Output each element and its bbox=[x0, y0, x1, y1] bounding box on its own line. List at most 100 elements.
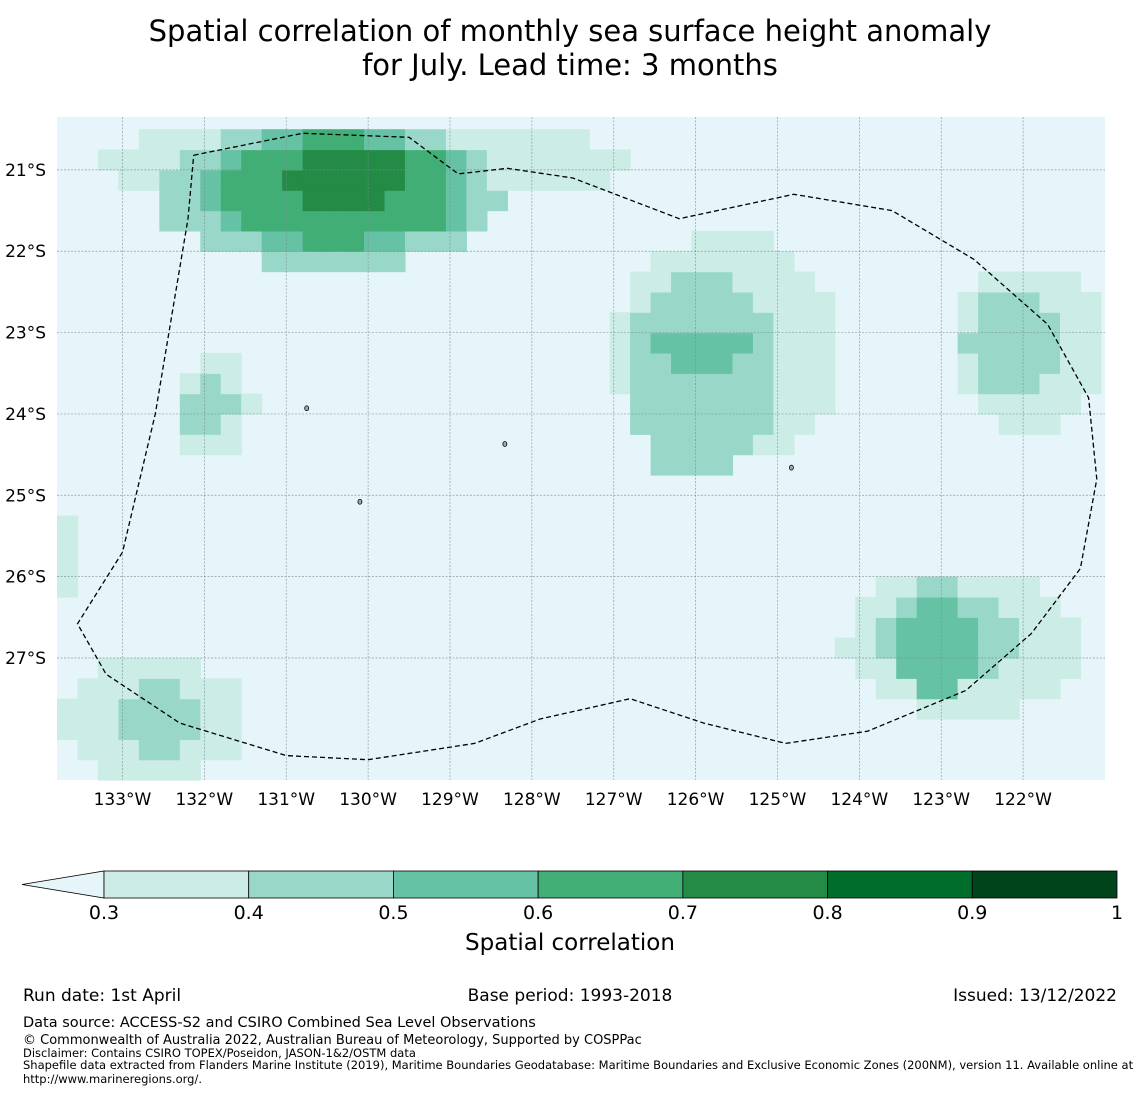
correlation-cell bbox=[179, 434, 201, 456]
correlation-cell bbox=[138, 129, 160, 151]
correlation-cell bbox=[650, 393, 672, 415]
correlation-cell bbox=[1019, 312, 1041, 334]
correlation-cell bbox=[1019, 291, 1041, 313]
correlation-cell bbox=[527, 149, 549, 171]
correlation-cell bbox=[343, 251, 365, 273]
longitude-tick-label: 129°W bbox=[421, 790, 479, 810]
correlation-cell bbox=[691, 332, 713, 354]
correlation-cell bbox=[793, 352, 815, 374]
correlation-cell bbox=[179, 190, 201, 212]
correlation-cell bbox=[834, 637, 856, 659]
correlation-cell bbox=[814, 332, 836, 354]
correlation-cell bbox=[159, 190, 181, 212]
correlation-cell bbox=[220, 393, 242, 415]
correlation-cell bbox=[793, 332, 815, 354]
correlation-cell bbox=[220, 718, 242, 740]
correlation-cell bbox=[752, 352, 775, 374]
issued-date: Issued: 13/12/2022 bbox=[953, 986, 1117, 1006]
correlation-cell bbox=[568, 149, 590, 171]
correlation-cell bbox=[691, 434, 713, 456]
correlation-cell bbox=[466, 129, 488, 151]
correlation-cell bbox=[630, 271, 652, 293]
correlation-cell bbox=[998, 312, 1020, 334]
correlation-cell bbox=[1039, 393, 1061, 415]
correlation-cell bbox=[978, 373, 1000, 395]
correlation-cell bbox=[978, 678, 1000, 700]
correlation-cell bbox=[1080, 373, 1102, 395]
correlation-cell bbox=[364, 129, 386, 151]
correlation-cell bbox=[589, 149, 611, 171]
correlation-cell bbox=[1019, 576, 1041, 598]
correlation-cell bbox=[957, 576, 979, 598]
correlation-cell bbox=[957, 698, 979, 720]
correlation-cell bbox=[200, 373, 222, 395]
correlation-cell bbox=[937, 617, 959, 639]
correlation-cell bbox=[302, 190, 324, 212]
correlation-cell bbox=[179, 393, 201, 415]
correlation-cell bbox=[527, 169, 549, 191]
colorbar-tick-label: 0.5 bbox=[378, 902, 409, 924]
correlation-cell bbox=[609, 373, 631, 395]
correlation-cell bbox=[384, 129, 406, 151]
correlation-cell bbox=[384, 251, 406, 273]
colorbar bbox=[21, 870, 1118, 899]
correlation-cell bbox=[650, 373, 672, 395]
correlation-cell bbox=[609, 312, 631, 334]
correlation-cell bbox=[937, 576, 959, 598]
correlation-cell bbox=[671, 271, 693, 293]
correlation-cell bbox=[978, 393, 1000, 415]
correlation-cell bbox=[200, 739, 222, 761]
correlation-cell bbox=[507, 149, 529, 171]
correlation-cell bbox=[896, 617, 918, 639]
correlation-cell bbox=[159, 698, 181, 720]
colorbar-segment bbox=[537, 870, 684, 899]
longitude-tick-label: 130°W bbox=[339, 790, 397, 810]
correlation-cell bbox=[220, 739, 242, 761]
correlation-cell bbox=[282, 210, 304, 232]
correlation-cell bbox=[978, 576, 1000, 598]
correlation-cell bbox=[548, 149, 570, 171]
colorbar-tick-label: 0.8 bbox=[812, 902, 843, 924]
correlation-cell bbox=[650, 332, 672, 354]
correlation-cell bbox=[466, 190, 488, 212]
correlation-cell bbox=[323, 190, 345, 212]
correlation-cell bbox=[896, 657, 918, 679]
correlation-cell bbox=[691, 271, 713, 293]
correlation-cell bbox=[77, 698, 99, 720]
correlation-cell bbox=[712, 393, 734, 415]
correlation-cell bbox=[486, 190, 508, 212]
correlation-cell bbox=[814, 312, 836, 334]
correlation-cell bbox=[220, 149, 242, 171]
correlation-cell bbox=[732, 352, 754, 374]
correlation-cell bbox=[200, 434, 222, 456]
correlation-cell bbox=[712, 413, 734, 435]
correlation-cell bbox=[159, 169, 181, 191]
correlation-cell bbox=[752, 230, 775, 252]
longitude-tick-label: 122°W bbox=[994, 790, 1052, 810]
correlation-cell bbox=[691, 373, 713, 395]
longitude-tick-label: 127°W bbox=[585, 790, 643, 810]
correlation-cell bbox=[118, 657, 140, 679]
correlation-cell bbox=[404, 230, 427, 252]
correlation-cell bbox=[609, 352, 631, 374]
correlation-cell bbox=[978, 291, 1000, 313]
correlation-cell bbox=[896, 678, 918, 700]
correlation-cell bbox=[998, 617, 1020, 639]
correlation-cell bbox=[814, 393, 836, 415]
colorbar-tick-label: 0.7 bbox=[667, 902, 698, 924]
correlation-cell bbox=[200, 149, 222, 171]
correlation-cell bbox=[118, 698, 140, 720]
correlation-cell bbox=[937, 698, 959, 720]
correlation-cell bbox=[200, 210, 222, 232]
correlation-cell bbox=[650, 251, 672, 273]
colorbar-segment bbox=[971, 870, 1118, 899]
correlation-cell bbox=[957, 373, 979, 395]
correlation-cell bbox=[323, 230, 345, 252]
correlation-cell bbox=[200, 190, 222, 212]
correlation-cell bbox=[138, 657, 160, 679]
correlation-cell bbox=[282, 251, 304, 273]
correlation-cell bbox=[261, 230, 283, 252]
correlation-cell bbox=[998, 393, 1020, 415]
colorbar-tick-label: 0.9 bbox=[957, 902, 988, 924]
correlation-cell bbox=[773, 312, 795, 334]
